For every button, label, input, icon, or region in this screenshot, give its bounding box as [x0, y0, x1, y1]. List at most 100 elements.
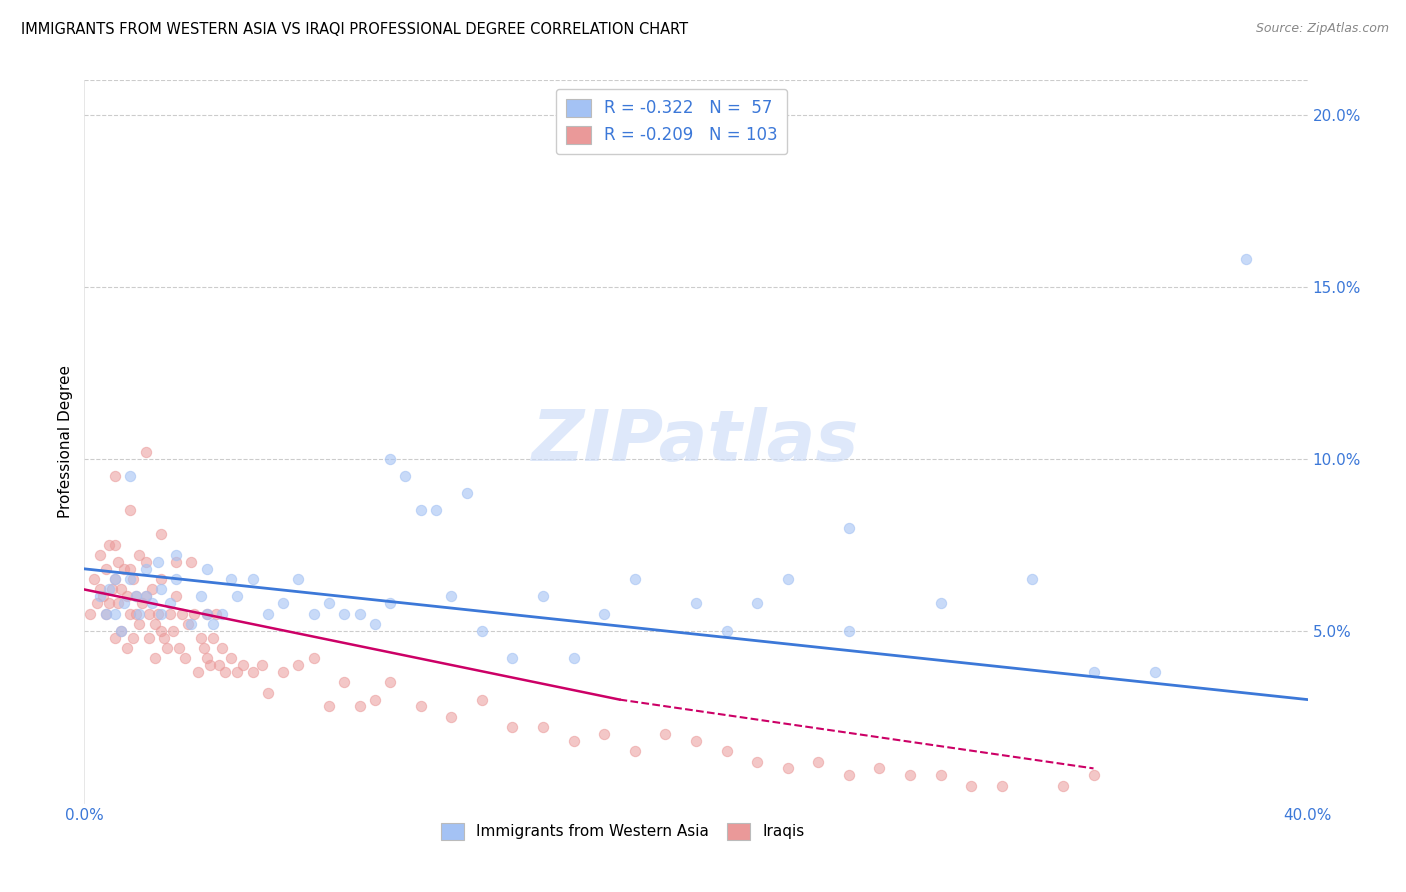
Point [226, 590, 249, 604]
Point [138, 631, 160, 645]
Point [208, 658, 231, 673]
Point [838, 624, 860, 638]
Point [349, 699, 371, 714]
Point [79, 607, 101, 621]
Point [143, 616, 166, 631]
Point [94, 607, 117, 621]
Point [869, 761, 891, 775]
Point [112, 596, 135, 610]
Point [135, 445, 157, 459]
Point [97, 538, 120, 552]
Point [201, 631, 224, 645]
Point [838, 768, 860, 782]
Point [257, 607, 280, 621]
Point [97, 596, 120, 610]
Point [149, 527, 172, 541]
Point [531, 590, 554, 604]
Y-axis label: Professional Degree: Professional Degree [58, 365, 73, 518]
Point [107, 596, 129, 610]
Point [89, 582, 111, 597]
Point [190, 631, 212, 645]
Point [135, 590, 157, 604]
Point [333, 675, 356, 690]
Text: ZIPatlas: ZIPatlas [533, 407, 859, 476]
Point [562, 734, 585, 748]
Point [83, 572, 105, 586]
Point [120, 503, 142, 517]
Point [287, 658, 309, 673]
Point [716, 744, 738, 758]
Point [115, 640, 138, 655]
Point [125, 590, 148, 604]
Point [167, 640, 190, 655]
Point [380, 451, 402, 466]
Point [929, 596, 952, 610]
Point [211, 607, 233, 621]
Point [654, 727, 676, 741]
Point [242, 665, 264, 679]
Point [747, 596, 769, 610]
Point [195, 607, 218, 621]
Point [201, 616, 224, 631]
Point [135, 590, 157, 604]
Point [440, 590, 463, 604]
Point [776, 761, 799, 775]
Point [120, 607, 142, 621]
Point [138, 607, 160, 621]
Point [172, 607, 194, 621]
Point [562, 651, 585, 665]
Point [502, 720, 524, 734]
Point [380, 675, 402, 690]
Text: Source: ZipAtlas.com: Source: ZipAtlas.com [1256, 22, 1389, 36]
Point [89, 548, 111, 562]
Point [104, 469, 127, 483]
Point [135, 562, 157, 576]
Point [195, 651, 218, 665]
Point [180, 616, 202, 631]
Point [94, 607, 117, 621]
Point [271, 596, 294, 610]
Point [960, 779, 983, 793]
Point [149, 572, 172, 586]
Point [125, 607, 148, 621]
Point [97, 582, 120, 597]
Point [149, 582, 172, 597]
Point [929, 768, 952, 782]
Point [190, 590, 212, 604]
Point [165, 572, 187, 586]
Point [156, 640, 179, 655]
Point [149, 624, 172, 638]
Point [165, 555, 187, 569]
Point [440, 710, 463, 724]
Point [593, 727, 616, 741]
Point [115, 590, 138, 604]
Point [1236, 252, 1258, 267]
Point [131, 596, 153, 610]
Point [302, 607, 325, 621]
Point [624, 744, 647, 758]
Point [250, 658, 273, 673]
Point [122, 572, 145, 586]
Point [531, 720, 554, 734]
Point [716, 624, 738, 638]
Point [456, 486, 478, 500]
Point [141, 582, 163, 597]
Point [120, 562, 142, 576]
Point [271, 665, 294, 679]
Point [120, 469, 142, 483]
Point [162, 624, 184, 638]
Point [89, 590, 111, 604]
Point [104, 572, 127, 586]
Point [364, 692, 387, 706]
Point [104, 538, 127, 552]
Point [110, 624, 132, 638]
Point [112, 562, 135, 576]
Point [776, 572, 799, 586]
Point [143, 651, 166, 665]
Point [110, 582, 132, 597]
Point [838, 520, 860, 534]
Legend: Immigrants from Western Asia, Iraqis: Immigrants from Western Asia, Iraqis [434, 817, 810, 846]
Point [685, 596, 707, 610]
Point [104, 631, 127, 645]
Point [409, 699, 432, 714]
